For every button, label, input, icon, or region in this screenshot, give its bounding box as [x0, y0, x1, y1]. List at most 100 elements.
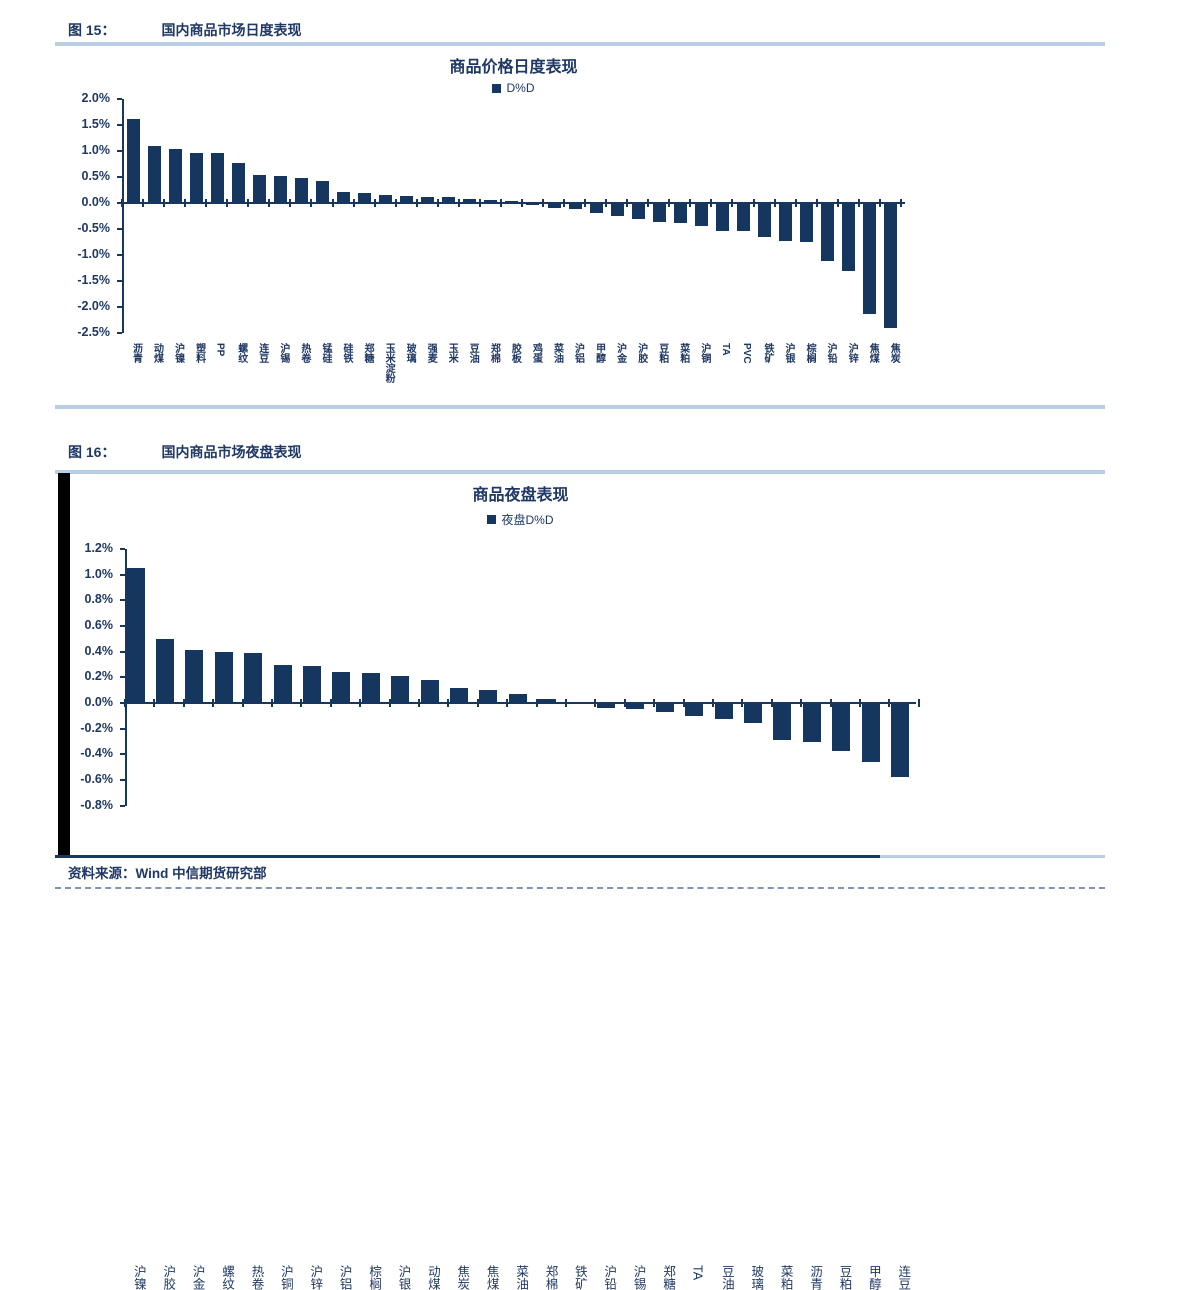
- x-axis-tick: [184, 199, 187, 207]
- x-axis-line: [122, 202, 905, 204]
- x-axis-label: 沪铜: [278, 1265, 293, 1290]
- x-axis-label: 动煤: [425, 1265, 440, 1290]
- y-axis-tick: [117, 228, 122, 230]
- source-note: 资料来源：Wind 中信期货研究部: [68, 866, 267, 881]
- x-axis-tick: [478, 199, 481, 207]
- y-axis-label: -0.8%: [80, 797, 113, 812]
- x-axis-tick: [499, 199, 502, 207]
- x-axis-tick: [163, 199, 166, 207]
- bar-30: [736, 204, 750, 232]
- x-axis-label: 铁矿: [572, 1265, 587, 1290]
- x-axis-tick: [271, 699, 273, 707]
- y-axis-tick: [117, 332, 122, 334]
- bar-29: [715, 204, 729, 231]
- x-axis-tick: [888, 699, 891, 707]
- y-axis-line: [122, 99, 124, 333]
- x-axis-tick: [247, 199, 250, 207]
- legend-swatch-icon: [487, 515, 497, 524]
- x-axis-tick: [268, 199, 271, 207]
- bar-37: [884, 204, 898, 328]
- chart-16-plot-area: 1.2% 1.0% 0.8% 0.6% 0.4% 0.2% 0.0% -0.2% -0.4% -0…: [0, 450, 1191, 1290]
- x-axis-tick: [447, 699, 450, 707]
- x-axis-label: 连豆: [256, 343, 268, 363]
- x-axis-tick: [605, 199, 608, 207]
- figure-16-separator-top: [55, 470, 1105, 474]
- x-axis-tick: [241, 699, 244, 707]
- y-axis-line: [125, 549, 127, 806]
- x-axis-label: 郑糖: [661, 1265, 676, 1290]
- x-axis-label: 沪胶: [161, 1265, 176, 1290]
- chart-15-legend: D%D: [122, 81, 905, 95]
- x-axis-label: 沪铜: [698, 343, 710, 363]
- x-axis-tick: [626, 199, 629, 207]
- x-axis-label: 热卷: [249, 1265, 264, 1290]
- bar-36: [863, 204, 877, 315]
- bar-20: [685, 704, 704, 716]
- x-axis-label: 焦煤: [867, 343, 879, 363]
- chart-16-legend-label: 夜盘D%D: [501, 513, 554, 527]
- x-axis-tick: [506, 699, 509, 707]
- y-axis-label: 1.2%: [84, 541, 114, 556]
- x-axis-tick: [542, 199, 544, 207]
- bar-6: [273, 664, 292, 703]
- x-axis-tick: [476, 699, 479, 707]
- y-axis-label: 0.0%: [81, 195, 111, 209]
- x-axis-tick: [535, 699, 538, 707]
- bar-34: [821, 204, 835, 262]
- x-axis-label: 郑棉: [488, 343, 500, 363]
- x-axis-tick: [836, 199, 839, 207]
- x-axis-label: PVC: [740, 343, 752, 364]
- x-axis-label: 玻璃: [404, 343, 416, 363]
- y-axis-tick: [120, 548, 125, 551]
- figure-15-separator-bottom: [55, 405, 1105, 409]
- x-axis-tick: [226, 199, 229, 207]
- x-axis-label: 沪金: [190, 1265, 205, 1290]
- bar-17: [596, 704, 615, 708]
- x-axis-label: 甲醇: [593, 343, 605, 363]
- x-axis-tick: [773, 199, 776, 207]
- x-axis-tick: [682, 699, 685, 707]
- x-axis-label: 玉米淀粉: [383, 343, 395, 383]
- x-axis-tick: [899, 199, 902, 207]
- footer-rule-light: [880, 855, 1105, 858]
- x-axis-tick: [917, 699, 920, 707]
- bar-3: [168, 148, 182, 203]
- bar-9: [361, 673, 380, 703]
- bar-23: [773, 704, 792, 740]
- x-axis-label: 沪锌: [308, 1265, 323, 1290]
- figure-15-header: 图 15： 国内商品市场日度表现: [68, 20, 301, 40]
- x-axis-label: 豆粕: [837, 1265, 852, 1290]
- x-axis-label: 胶板: [509, 343, 521, 363]
- bar-8: [273, 175, 287, 203]
- bar-6: [231, 162, 245, 203]
- bar-26: [861, 704, 880, 762]
- y-axis-label: -1.0%: [77, 247, 110, 261]
- bar-19: [655, 704, 674, 712]
- y-axis-label: 0.2%: [84, 669, 114, 684]
- y-axis-label: -0.5%: [77, 221, 110, 235]
- y-axis-label: 1.0%: [81, 143, 111, 157]
- x-axis-label: 沪镍: [172, 343, 184, 363]
- bar-4: [214, 651, 233, 703]
- bar-22: [743, 704, 762, 724]
- x-axis-tick: [741, 699, 744, 707]
- x-axis-tick: [205, 199, 208, 207]
- x-axis-label: 铁矿: [762, 343, 773, 363]
- x-axis-label: 热卷: [298, 343, 310, 363]
- x-axis-label: 强麦: [425, 343, 437, 363]
- chart-16-legend: 夜盘D%D: [125, 511, 916, 528]
- x-axis-label: TA: [690, 1265, 705, 1281]
- y-axis-tick: [117, 280, 122, 282]
- figure-16-label: 图 16：: [68, 444, 116, 460]
- chart-15-plot-area: 2.0% 1.5% 1.0% 0.5% 0.0% -0.5% -1.0% -1.5% -2.0%…: [0, 0, 1191, 450]
- bar-10: [315, 181, 329, 203]
- x-axis-tick: [212, 699, 215, 707]
- bar-20: [526, 204, 540, 206]
- y-axis-tick: [120, 727, 125, 730]
- x-axis-tick: [565, 699, 567, 707]
- figure-15-title: 国内商品市场日度表现: [161, 22, 302, 38]
- bar-18: [484, 199, 498, 203]
- x-axis-tick: [310, 199, 313, 207]
- bar-16: [567, 701, 586, 703]
- y-axis-label: -0.4%: [80, 746, 113, 761]
